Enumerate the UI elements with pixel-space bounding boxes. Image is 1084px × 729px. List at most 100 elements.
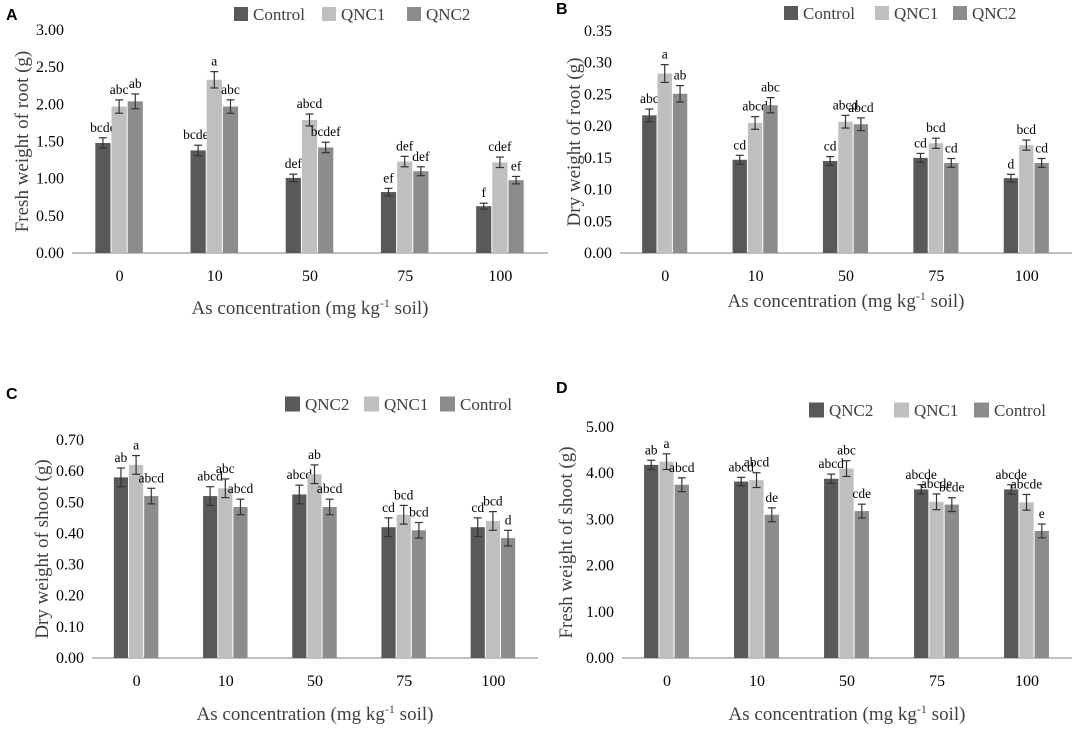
- x-axis-title-superscript: -1: [385, 702, 395, 716]
- x-tick-label: 0: [133, 673, 141, 690]
- legend-label-control: Control: [803, 4, 855, 23]
- significance-label: bcd: [483, 494, 503, 509]
- significance-label: a: [664, 436, 670, 451]
- bar-qnc2-10: [203, 496, 218, 658]
- bar-qnc1-10: [749, 480, 764, 658]
- significance-label: cd: [914, 135, 927, 150]
- x-axis-title-end: soil): [390, 298, 429, 319]
- bar-control-10: [764, 514, 779, 658]
- bar-control-75: [913, 157, 928, 253]
- y-tick-label: 0.10: [56, 619, 84, 636]
- y-tick-label: 0.10: [584, 182, 612, 199]
- bar-qnc1-0: [129, 464, 144, 658]
- significance-label: abcd: [669, 460, 695, 475]
- x-tick-label: 100: [481, 673, 505, 690]
- bar-control-100: [500, 538, 516, 658]
- significance-label: bcdef: [311, 124, 341, 139]
- legend-label-control: Control: [253, 5, 305, 24]
- bar-qnc1-10: [747, 122, 763, 253]
- y-tick-label: 1.00: [586, 604, 614, 621]
- y-tick-label: 4.00: [586, 465, 614, 482]
- significance-label: abc: [837, 443, 856, 458]
- panel-letter: B: [556, 1, 568, 18]
- significance-label: def: [412, 149, 430, 164]
- bar-qnc2-50: [824, 478, 839, 658]
- y-tick-label: 2.00: [586, 558, 614, 575]
- panel-letter: D: [556, 380, 568, 397]
- y-tick-label: 0.30: [584, 55, 612, 72]
- bar-qnc1-50: [839, 468, 854, 658]
- x-tick-label: 75: [397, 268, 413, 285]
- bar-qnc2-75: [944, 162, 959, 253]
- legend-label-qnc2: QNC2: [972, 4, 1016, 23]
- panel-b: B Control QNC1 QNC2 0.00 0.05 0.10 0.15 0.20 0.25…: [556, 1, 1072, 312]
- significance-label: bcde: [90, 120, 115, 135]
- bar-qnc2-50: [292, 494, 307, 658]
- bar-control-75: [380, 192, 397, 253]
- x-axis-title-main: As concentration (mg kg: [192, 298, 381, 319]
- legend-swatch-control: [440, 396, 455, 412]
- x-tick-label: 100: [1015, 268, 1039, 285]
- legend-label-qnc1: QNC1: [914, 401, 958, 420]
- panel-letter: A: [6, 7, 18, 24]
- y-tick-label: 1.00: [36, 171, 64, 188]
- y-tick-label: 0.00: [36, 245, 64, 262]
- y-tick-label: 0.00: [584, 245, 612, 262]
- significance-label: abcd: [139, 470, 165, 485]
- bar-qnc2-50: [853, 124, 869, 254]
- y-tick-label: 2.50: [36, 59, 64, 76]
- bar-qnc1-0: [111, 106, 127, 254]
- legend-swatch-qnc2: [809, 402, 824, 418]
- bar-qnc1-75: [396, 514, 411, 658]
- x-tick-label: 0: [663, 673, 671, 690]
- y-tick-label: 0.00: [586, 650, 614, 667]
- x-axis-title-main: As concentration (mg kg: [197, 704, 386, 725]
- legend-label-qnc2: QNC2: [426, 5, 470, 24]
- bar-qnc2-75: [381, 527, 396, 658]
- y-tick-label: 0.35: [584, 23, 612, 40]
- y-tick-label: 0.30: [56, 557, 84, 574]
- x-axis-title: As concentration (mg kg-1 soil): [728, 289, 965, 312]
- bar-qnc2-75: [413, 171, 429, 253]
- bar-qnc1-75: [928, 143, 944, 253]
- y-tick-label: 0.15: [584, 150, 612, 167]
- significance-label: ef: [511, 158, 522, 173]
- legend-swatch-qnc1: [894, 402, 909, 418]
- legend-label-qnc1: QNC1: [341, 5, 385, 24]
- x-tick-label: 50: [838, 268, 854, 285]
- significance-label: abc: [216, 461, 235, 476]
- significance-label: de: [765, 490, 778, 505]
- bar-control-0: [674, 484, 689, 658]
- bar-qnc1-100: [492, 162, 508, 253]
- x-axis-title-end: soil): [926, 291, 965, 312]
- significance-label: abcd: [742, 99, 768, 114]
- x-axis-title-main: As concentration (mg kg: [729, 704, 918, 725]
- bar-qnc2-10: [763, 105, 778, 253]
- x-tick-label: 50: [302, 268, 318, 285]
- x-tick-label: 10: [749, 673, 765, 690]
- significance-label: abc: [110, 82, 129, 97]
- significance-label: abcde: [1011, 476, 1042, 491]
- bar-control-50: [322, 506, 337, 658]
- y-axis-title: Dry weight of shoot (g): [32, 459, 53, 638]
- x-tick-label: 75: [928, 268, 944, 285]
- significance-label: bcd: [1017, 122, 1037, 137]
- significance-label: abcd: [848, 100, 874, 115]
- significance-label: ef: [383, 170, 394, 185]
- significance-label: abc: [761, 80, 780, 95]
- bar-control-50: [285, 177, 301, 253]
- bar-qnc2-50: [318, 147, 334, 253]
- legend-swatch-qnc2: [407, 7, 421, 21]
- significance-label: f: [481, 185, 486, 200]
- bar-qnc1-10: [206, 79, 222, 253]
- panel-a: A Control QNC1 QNC2 0.00 0.50 1.00 1.50 2.00 2.50…: [6, 5, 548, 319]
- significance-label: cd: [1035, 140, 1048, 155]
- y-tick-label: 0.25: [584, 86, 612, 103]
- legend-label-qnc2: QNC2: [829, 401, 873, 420]
- x-axis-title-end: soil): [395, 704, 434, 725]
- significance-label: ab: [674, 68, 687, 83]
- y-tick-label: 0.00: [56, 650, 84, 667]
- bar-qnc2-0: [127, 101, 143, 253]
- x-tick-label: 0: [116, 268, 124, 285]
